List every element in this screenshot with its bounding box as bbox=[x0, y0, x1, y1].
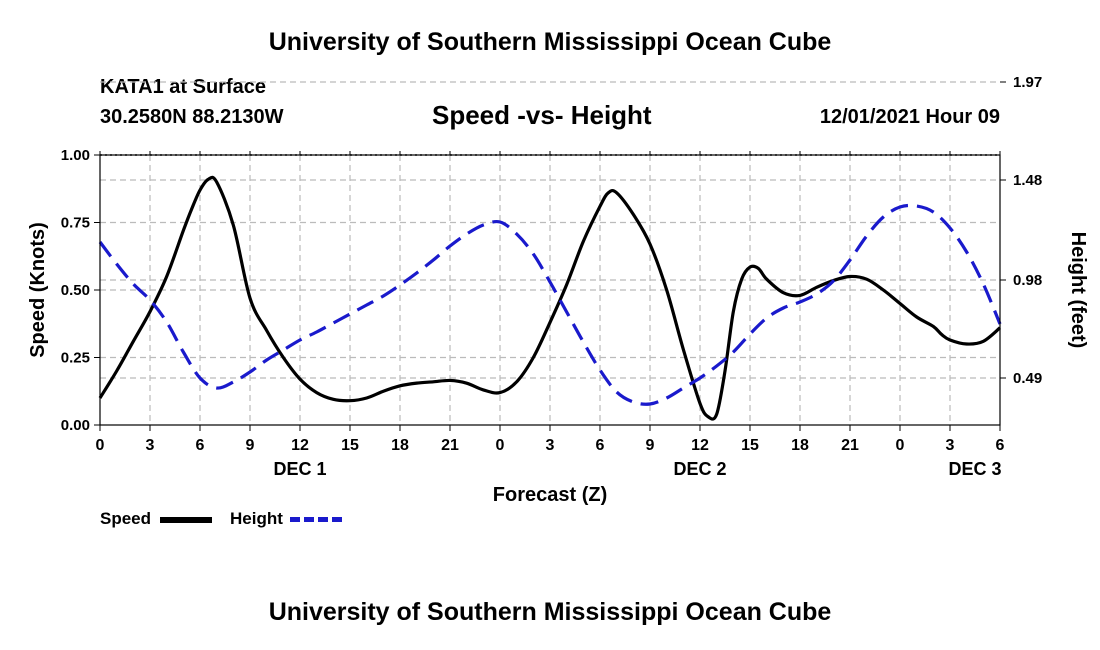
series-layer bbox=[98, 175, 1002, 421]
x-tick-label: 12 bbox=[291, 437, 309, 454]
x-tick-label: 0 bbox=[496, 437, 505, 454]
x-tick-label: 12 bbox=[691, 437, 709, 454]
x-tick-label: 3 bbox=[146, 437, 155, 454]
y-tick-label: 0.25 bbox=[61, 350, 90, 367]
x-tick-label: 9 bbox=[246, 437, 255, 454]
x-tick-label: 18 bbox=[791, 437, 809, 454]
y2-tick-label: 0.98 bbox=[1013, 272, 1042, 289]
y2-axis-label: Height (feet) bbox=[1067, 232, 1089, 349]
day-label: DEC 1 bbox=[273, 459, 326, 479]
legend-speed-label: Speed bbox=[100, 509, 152, 528]
y2-tick-label: 1.97 bbox=[1013, 74, 1042, 91]
x-tick-label: 3 bbox=[546, 437, 555, 454]
day-label: DEC 3 bbox=[948, 459, 1001, 479]
x-tick-label: 9 bbox=[646, 437, 655, 454]
y2-tick-label: 1.48 bbox=[1013, 172, 1042, 189]
x-tick-label: 6 bbox=[596, 437, 605, 454]
x-tick-label: 21 bbox=[841, 437, 859, 454]
y-axis-label: Speed (Knots) bbox=[27, 222, 49, 358]
height-series-line bbox=[98, 203, 1002, 406]
grid-lines bbox=[100, 81, 1000, 425]
y-tick-label: 0.50 bbox=[61, 282, 90, 299]
legend-height-label: Height bbox=[230, 509, 283, 528]
x-tick-label: 15 bbox=[341, 437, 359, 454]
x-tick-label: 3 bbox=[946, 437, 955, 454]
y-tick-label: 0.75 bbox=[61, 215, 90, 232]
axis-layer: 0 3 6 9 12 15 18 21 0 3 6 9 12 15 18 21 0 3 6 DEC 1 DEC 2 DEC… bbox=[61, 74, 1042, 479]
day-label: DEC 2 bbox=[673, 459, 726, 479]
chart-title: Speed -vs- Height bbox=[432, 100, 652, 130]
y2-tick-label: 0.49 bbox=[1013, 370, 1042, 387]
x-tick-label: 18 bbox=[391, 437, 409, 454]
bottom-title: University of Southern Mississippi Ocean… bbox=[268, 598, 832, 626]
x-tick-label: 15 bbox=[741, 437, 759, 454]
coordinates-label: 30.2580N 88.2130W bbox=[100, 106, 284, 128]
x-tick-label: 0 bbox=[896, 437, 905, 454]
x-tick-label: 21 bbox=[441, 437, 459, 454]
y-tick-label: 1.00 bbox=[61, 147, 90, 164]
x-tick-label: 6 bbox=[996, 437, 1005, 454]
x-tick-label: 6 bbox=[196, 437, 205, 454]
forecast-datetime: 12/01/2021 Hour 09 bbox=[819, 106, 1000, 128]
x-tick-label: 0 bbox=[96, 437, 105, 454]
speed-series-line bbox=[98, 175, 1002, 421]
y-tick-label: 0.00 bbox=[61, 417, 90, 434]
legend-height-swatch bbox=[290, 517, 342, 522]
top-title: University of Southern Mississippi Ocean… bbox=[268, 28, 832, 56]
x-axis-label: Forecast (Z) bbox=[493, 484, 607, 506]
legend-speed-swatch bbox=[160, 517, 212, 523]
